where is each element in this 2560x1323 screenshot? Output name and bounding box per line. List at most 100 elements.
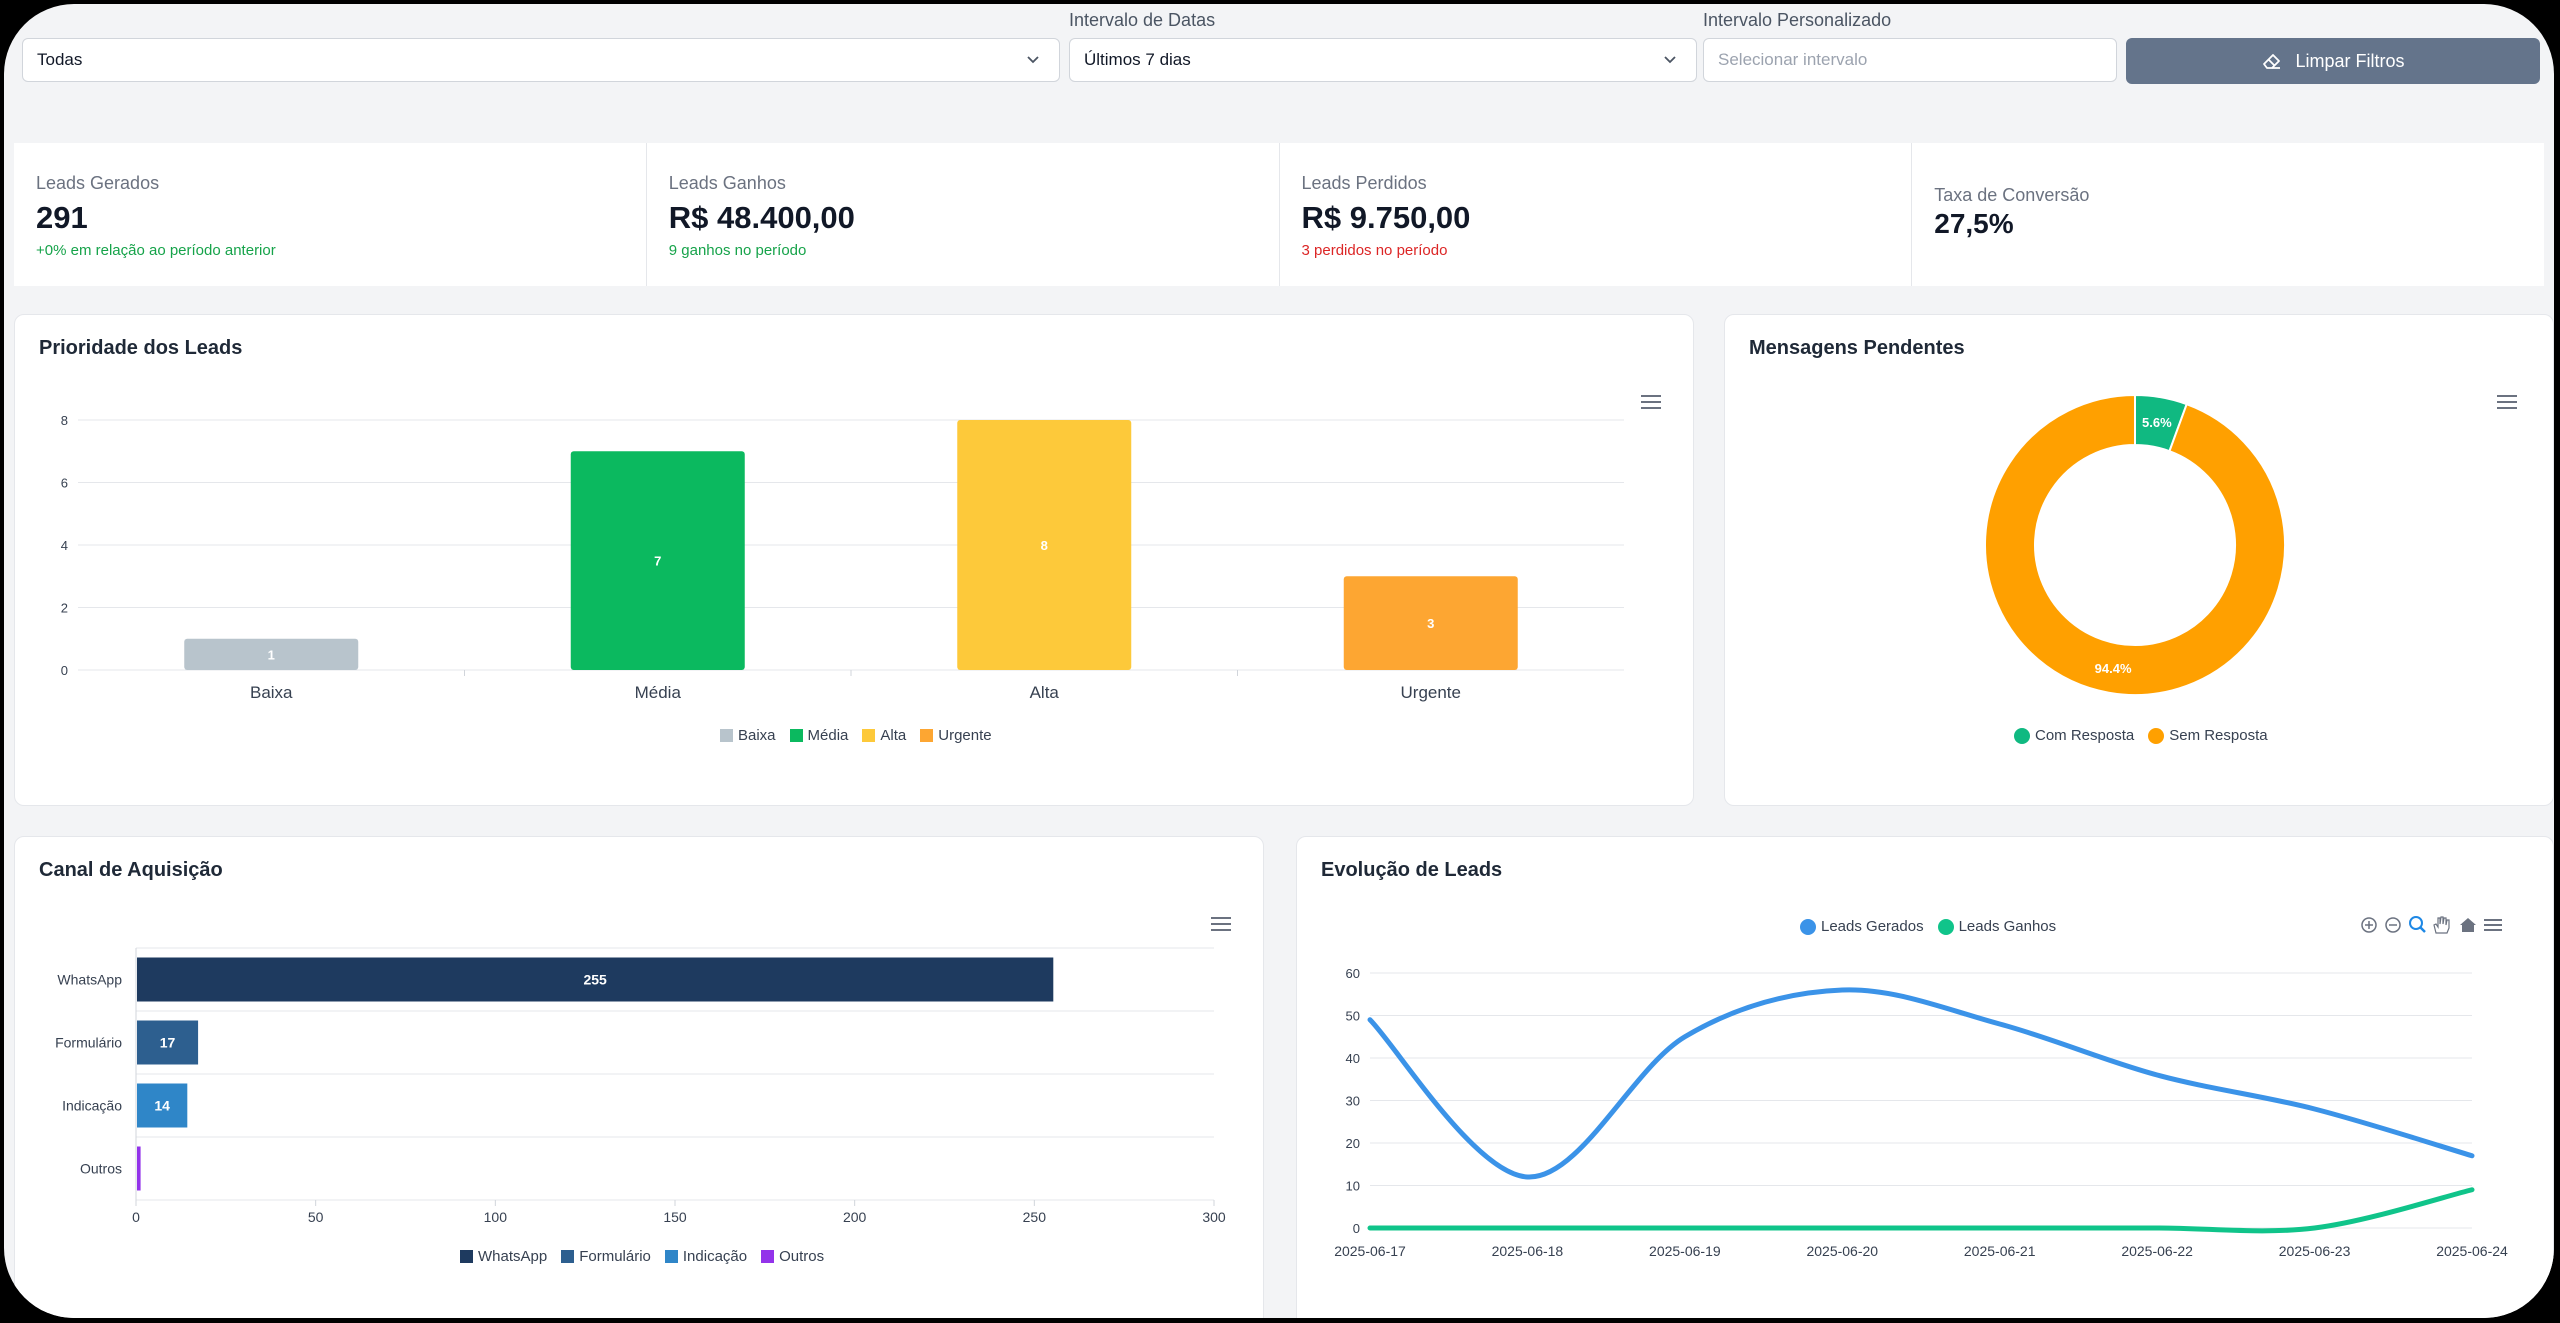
custom-range-input[interactable]: Selecionar intervalo	[1703, 38, 2117, 82]
priority-chart: 0 2 4 6 8 1 Baixa 7 Média 8 Alta 3 Urgente	[61, 413, 1624, 702]
y-tick-label: WhatsApp	[57, 972, 122, 988]
x-tick-label: 0	[132, 1209, 140, 1225]
legend-label: WhatsApp	[478, 1248, 548, 1265]
legend-swatch	[720, 729, 733, 742]
kpi-title: Taxa de Conversão	[1934, 185, 2090, 205]
evolution-chart: 0 10 20 30 40 50 60 2025-06-17 2025-06-18 2025-06…	[1334, 966, 2508, 1259]
x-tick-label: 2025-06-23	[2279, 1243, 2351, 1259]
chart-menu-icon[interactable]	[1641, 395, 1661, 411]
bar-indicação	[137, 1083, 188, 1128]
x-tick-label: 50	[308, 1209, 324, 1225]
kpi-conversion-rate: Taxa de Conversão 27,5%	[1912, 143, 2544, 286]
legend-item-outros[interactable]: Outros	[761, 1248, 824, 1265]
legend-item-indicacao[interactable]: Indicação	[664, 1248, 748, 1265]
bar-urgente	[1343, 576, 1518, 670]
legend-label: Formulário	[579, 1248, 651, 1265]
chart-menu-icon[interactable]	[2497, 395, 2517, 411]
zoom-out-icon[interactable]	[2385, 917, 2401, 933]
y-tick-label: Outros	[80, 1161, 122, 1177]
bar-value-label: 14	[154, 1098, 170, 1114]
legend-label: Leads Ganhos	[1958, 918, 2057, 935]
card-title: Mensagens Pendentes	[1749, 337, 1965, 359]
y-tick-label: 10	[1346, 1179, 1360, 1194]
legend-label: Sem Resposta	[2169, 727, 2268, 744]
legend-item-sem-resposta[interactable]: Sem Resposta	[2148, 727, 2268, 744]
donut-slice-1	[1984, 393, 2287, 696]
x-tick-label: Alta	[1030, 683, 1060, 702]
legend-swatch	[2014, 727, 2030, 744]
priority-card: Prioridade dos Leads	[14, 314, 1694, 806]
y-tick-label: Formulário	[55, 1035, 122, 1051]
x-tick-label: 300	[1202, 1209, 1226, 1225]
legend-item-com-resposta[interactable]: Com Resposta	[2014, 727, 2134, 744]
legend-item-whatsapp[interactable]: WhatsApp	[460, 1248, 547, 1265]
legend-item-urgente[interactable]: Urgente	[920, 727, 992, 744]
legend-swatch	[862, 729, 876, 742]
series-line-0	[1367, 987, 2475, 1180]
custom-range-placeholder: Selecionar intervalo	[1718, 50, 1868, 69]
card-title: Evolução de Leads	[1321, 859, 1503, 881]
x-tick-label: 100	[484, 1209, 508, 1225]
legend-item-baixa[interactable]: Baixa	[720, 727, 776, 744]
y-tick-label: 0	[61, 663, 68, 678]
legend-label: Indicação	[682, 1248, 748, 1265]
legend-swatch	[460, 1250, 473, 1263]
kpi-title: Leads Ganhos	[668, 173, 786, 193]
bar-value-label: 3	[1427, 616, 1434, 631]
date-range-label: Intervalo de Datas	[1069, 10, 1216, 30]
chart-menu-icon[interactable]	[2484, 919, 2502, 931]
evolution-card: Evolução de Leads	[1296, 836, 2554, 1318]
bar-formulário	[137, 1020, 199, 1065]
eraser-icon	[2263, 54, 2281, 69]
bar-whatsapp	[137, 957, 1054, 1002]
legend-swatch	[761, 1250, 775, 1263]
slice-value-label: 5.6%	[2142, 415, 2172, 430]
y-tick-label: 30	[1346, 1094, 1360, 1109]
legend-label: Média	[807, 727, 849, 744]
x-tick-label: 2025-06-17	[1334, 1243, 1406, 1259]
y-tick-label: 4	[61, 538, 68, 553]
chart-menu-icon[interactable]	[1211, 917, 1231, 933]
bar-value-label: 1	[268, 647, 275, 662]
card-title: Prioridade dos Leads	[39, 337, 243, 359]
priority-legend: Baixa Média Alta Urgente	[720, 727, 992, 744]
bar-alta	[957, 420, 1132, 670]
kpi-leads-generated: Leads Gerados 291 +0% em relação ao perí…	[14, 143, 647, 286]
legend-item-leads-ganhos[interactable]: Leads Ganhos	[1937, 918, 2057, 935]
bar-value-label: 7	[654, 554, 661, 569]
x-tick-label: Média	[635, 683, 682, 702]
pan-hand-icon[interactable]	[2433, 916, 2450, 934]
legend-item-alta[interactable]: Alta	[862, 727, 906, 744]
date-range-value: Últimos 7 dias	[1084, 50, 1191, 69]
status-select-value: Todas	[37, 50, 83, 69]
x-tick-label: 150	[663, 1209, 687, 1225]
bar-outros	[137, 1146, 141, 1191]
kpi-value: R$ 48.400,00	[668, 200, 855, 235]
clear-filters-button[interactable]: Limpar Filtros	[2126, 38, 2540, 84]
kpi-title: Leads Perdidos	[1301, 173, 1427, 193]
y-tick-label: 20	[1346, 1136, 1360, 1151]
legend-item-formulario[interactable]: Formulário	[561, 1248, 651, 1265]
x-tick-label: 2025-06-20	[1806, 1243, 1878, 1259]
channel-card: Canal de Aquisição	[14, 836, 1264, 1318]
pending-donut-chart: 5.6% 94.4%	[1984, 393, 2287, 696]
slice-value-label: 94.4%	[2095, 661, 2132, 676]
selection-zoom-icon[interactable]	[2409, 916, 2426, 933]
legend-swatch	[561, 1250, 575, 1263]
dashboard-window: Todas Intervalo de Datas Últimos 7 dias …	[4, 4, 2554, 1318]
card-title: Canal de Aquisição	[39, 859, 223, 881]
kpi-subtext: 3 perdidos no período	[1301, 242, 1448, 259]
legend-item-media[interactable]: Média	[789, 727, 849, 744]
x-tick-label: Urgente	[1401, 683, 1461, 702]
channel-legend: WhatsApp Formulário Indicação Outros	[460, 1248, 824, 1265]
zoom-in-icon[interactable]	[2361, 917, 2377, 933]
legend-label: Alta	[880, 727, 907, 744]
x-tick-label: 250	[1023, 1209, 1047, 1225]
reset-home-icon[interactable]	[2460, 918, 2476, 932]
legend-item-leads-gerados[interactable]: Leads Gerados	[1800, 918, 1924, 935]
date-range-select[interactable]: Últimos 7 dias	[1069, 38, 1697, 82]
legend-swatch	[1937, 918, 1954, 935]
status-select[interactable]: Todas	[22, 38, 1060, 82]
x-tick-label: 200	[843, 1209, 867, 1225]
kpi-subtext: 9 ganhos no período	[668, 242, 807, 259]
